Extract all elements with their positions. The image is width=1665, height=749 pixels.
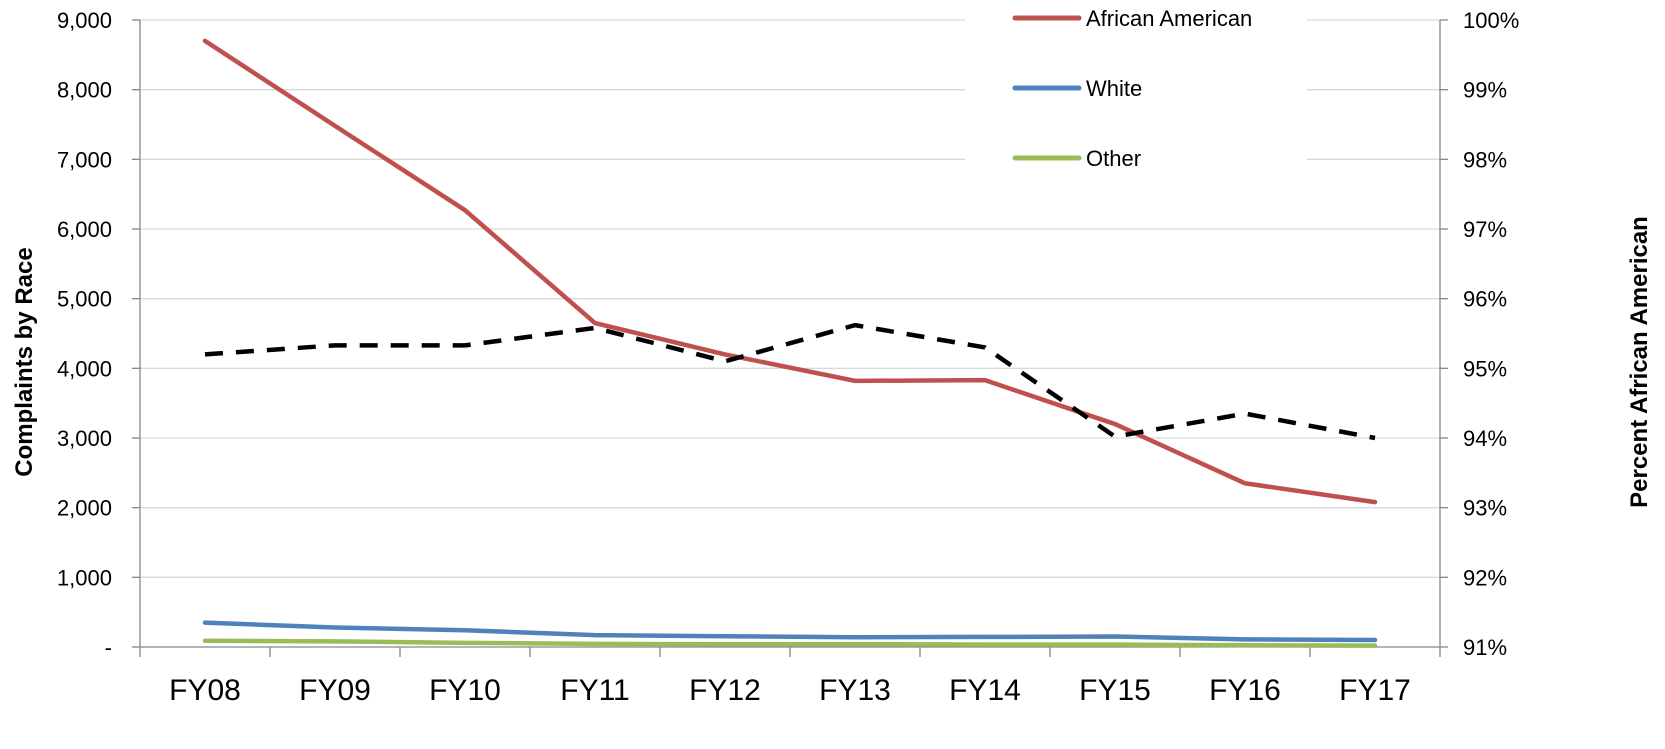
y-right-tick-label: 99%	[1463, 78, 1507, 103]
x-tick-label: FY13	[819, 674, 891, 707]
right-axis-title: Percent African American	[1626, 216, 1653, 508]
y-left-tick-label: 3,000	[57, 426, 112, 451]
y-left-tick-label: 9,000	[57, 8, 112, 33]
y-right-tick-label: 93%	[1463, 496, 1507, 521]
y-left-tick-label: 5,000	[57, 287, 112, 312]
y-left-tick-label: 7,000	[57, 147, 112, 172]
x-tick-label: FY11	[560, 674, 629, 707]
y-right-tick-label: 98%	[1463, 147, 1507, 172]
x-tick-label: FY16	[1209, 674, 1281, 707]
left-axis-title: Complaints by Race	[11, 247, 38, 476]
y-right-tick-label: 92%	[1463, 565, 1507, 590]
x-tick-label: FY14	[949, 674, 1021, 707]
x-tick-label: FY15	[1079, 674, 1151, 707]
x-tick-label: FY08	[169, 674, 241, 707]
y-right-tick-label: 100%	[1463, 8, 1519, 33]
x-tick-label: FY10	[429, 674, 501, 707]
y-right-tick-label: 94%	[1463, 426, 1507, 451]
legend-label: White	[1086, 76, 1142, 101]
series-line-white	[202, 620, 1378, 643]
series-line-african-american	[202, 38, 1378, 505]
x-tick-label: FY17	[1339, 674, 1411, 707]
y-left-tick-label: 6,000	[57, 217, 112, 242]
x-tick-label: FY12	[689, 674, 761, 707]
y-right-tick-label: 95%	[1463, 356, 1507, 381]
y-right-tick-label: 97%	[1463, 217, 1507, 242]
series-line-percent	[204, 322, 1376, 441]
y-left-tick-label: 8,000	[57, 78, 112, 103]
y-left-tick-label: -	[105, 635, 112, 660]
y-left-tick-label: 1,000	[57, 565, 112, 590]
y-right-tick-label: 96%	[1463, 287, 1507, 312]
y-left-tick-label: 2,000	[57, 496, 112, 521]
y-right-tick-label: 91%	[1463, 635, 1507, 660]
y-left-tick-label: 4,000	[57, 356, 112, 381]
legend-label: Other	[1086, 146, 1141, 171]
series-line-other	[202, 638, 1378, 648]
legend-label: African American	[1086, 6, 1252, 31]
x-tick-label: FY09	[299, 674, 371, 707]
